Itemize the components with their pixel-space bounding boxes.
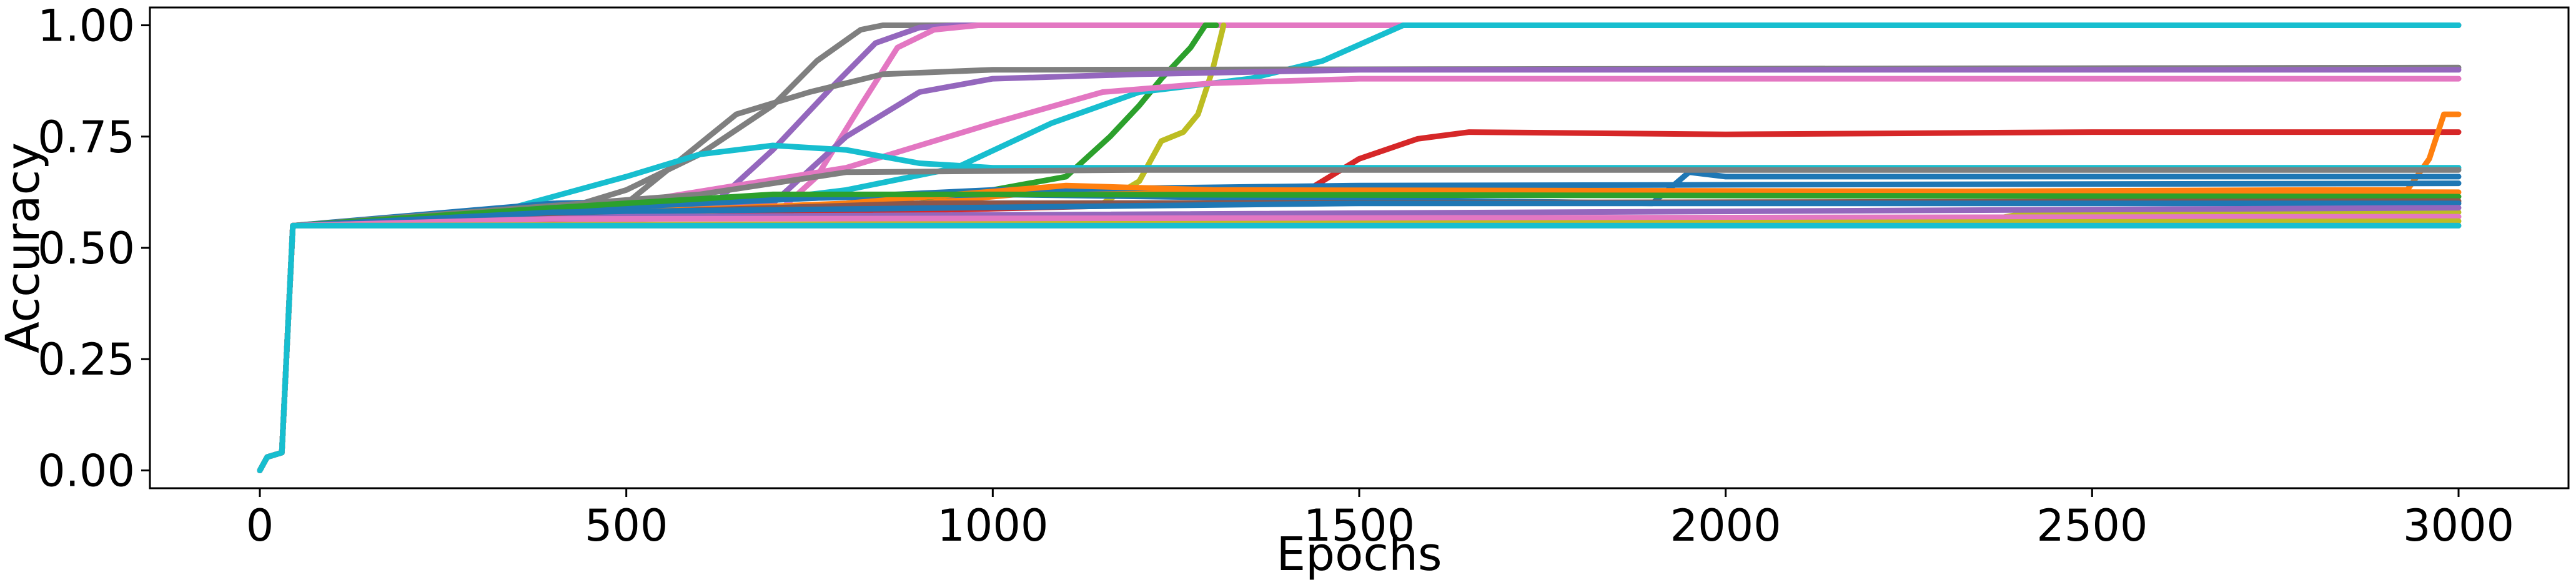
x-tick-label: 2000 bbox=[1670, 500, 1781, 551]
y-tick-label: 0.00 bbox=[37, 445, 135, 496]
x-tick-label: 1000 bbox=[937, 500, 1048, 551]
y-tick-label: 1.00 bbox=[37, 1, 135, 52]
y-axis-ticks: 0.00 0.25 0.50 0.75 1.00 bbox=[37, 1, 150, 496]
series-layer bbox=[257, 22, 2462, 473]
y-tick-label: 0.50 bbox=[37, 223, 135, 274]
x-tick-label: 3000 bbox=[2403, 500, 2514, 551]
x-tick-label: 1500 bbox=[1304, 500, 1415, 551]
x-axis-ticks: 0 500 1000 1500 2000 2500 3000 bbox=[246, 488, 2514, 551]
x-axis-label: Epochs bbox=[1276, 528, 1442, 581]
x-tick-label: 2500 bbox=[2036, 500, 2147, 551]
y-tick-label: 0.25 bbox=[37, 334, 135, 385]
y-axis-label: Accuracy bbox=[0, 142, 50, 353]
x-tick-label: 500 bbox=[585, 500, 668, 551]
y-tick-label: 0.75 bbox=[37, 112, 135, 163]
x-tick-label: 0 bbox=[246, 500, 274, 551]
series-line-25 bbox=[257, 222, 2462, 473]
